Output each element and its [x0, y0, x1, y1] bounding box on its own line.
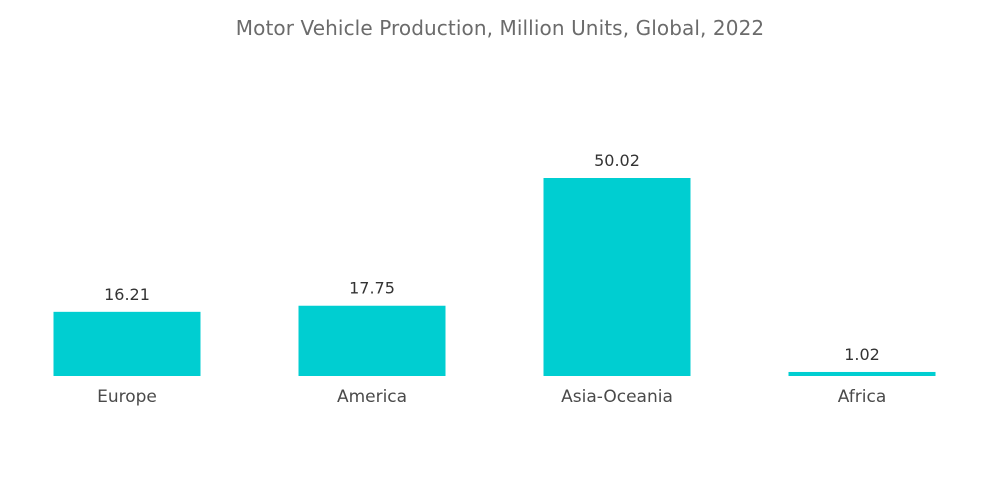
- category-label: Asia-Oceania: [561, 387, 673, 407]
- category-label: America: [337, 387, 407, 407]
- bar-europe: [53, 311, 201, 376]
- category-label: Europe: [97, 387, 157, 407]
- bar-asia-oceania: [543, 178, 691, 376]
- bar-africa: [788, 371, 936, 376]
- value-label: 17.75: [349, 279, 395, 298]
- bar-america: [298, 305, 446, 376]
- value-label: 50.02: [594, 151, 640, 170]
- value-label: 1.02: [844, 345, 880, 364]
- category-label: Africa: [838, 387, 887, 407]
- chart-title: Motor Vehicle Production, Million Units,…: [235, 16, 765, 40]
- value-label: 16.21: [104, 285, 150, 304]
